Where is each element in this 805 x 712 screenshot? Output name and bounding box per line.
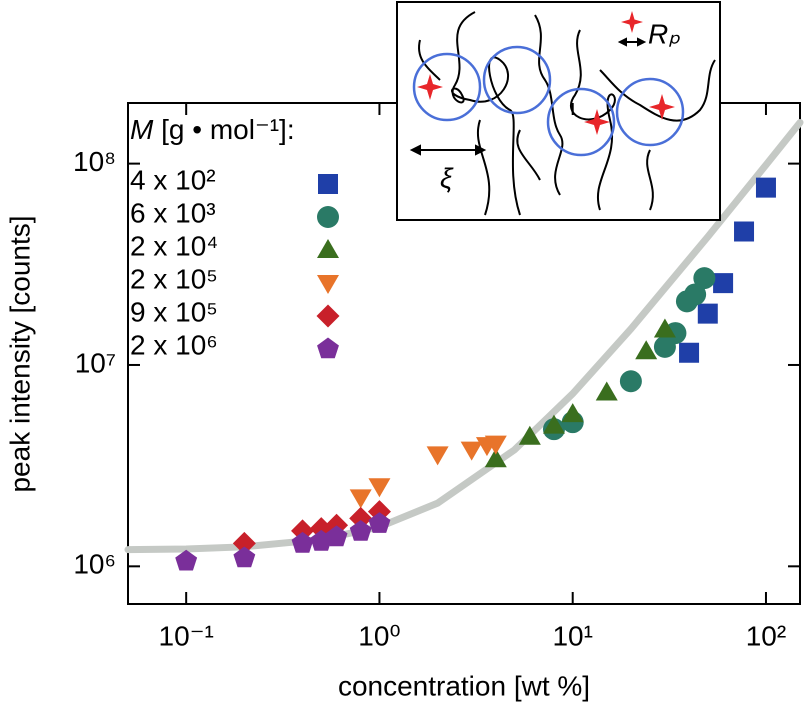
- data-point: [595, 381, 618, 401]
- legend-marker: [318, 174, 338, 194]
- data-point: [693, 267, 716, 290]
- data-point: [675, 290, 698, 313]
- data-point: [460, 441, 483, 461]
- arrows: [409, 37, 647, 156]
- arrow-heads: [409, 144, 487, 156]
- y-tick-label: 10⁸: [73, 146, 116, 177]
- legend-title: M [g • mol⁻¹]:: [130, 114, 295, 145]
- chain: [646, 149, 654, 211]
- probe-star: [649, 94, 675, 120]
- data-point: [368, 478, 391, 498]
- legend-label: 9 x 10⁵: [130, 296, 218, 327]
- chain: [599, 59, 716, 122]
- data-point: [561, 403, 584, 423]
- data-point: [426, 446, 449, 466]
- legend-marker: [317, 275, 339, 294]
- data-point: [310, 529, 333, 551]
- data-point: [679, 342, 700, 363]
- plot-area: [124, 119, 804, 571]
- probe-star: [417, 74, 443, 100]
- legend-label: 2 x 10⁵: [130, 263, 218, 294]
- x-tick-label: 10⁻¹: [159, 620, 214, 651]
- radius-label: Rₚ: [648, 18, 680, 49]
- data-point: [233, 546, 256, 568]
- probe-circle: [412, 52, 482, 122]
- legend-label: 2 x 10⁴: [130, 230, 218, 261]
- data-point: [713, 273, 734, 294]
- chain: [569, 29, 616, 211]
- polymer-chains: [418, 11, 716, 216]
- x-tick-label: 10²: [746, 620, 786, 651]
- chain: [477, 119, 491, 216]
- legend-marker: [317, 337, 339, 359]
- data-point: [734, 221, 755, 242]
- legend-marker: [317, 206, 339, 228]
- probe-circle: [482, 45, 552, 115]
- data-point: [175, 549, 198, 571]
- data-point: [349, 519, 372, 541]
- x-tick-label: 10¹: [552, 620, 592, 651]
- chain: [516, 129, 541, 181]
- mesh-size-label: ξ: [440, 162, 454, 193]
- data-point: [542, 414, 565, 434]
- data-point: [368, 512, 391, 533]
- legend-marker: [317, 239, 339, 258]
- y-tick-label: 10⁷: [75, 347, 116, 378]
- data-point: [484, 448, 507, 468]
- legend-label: 6 x 10³: [130, 197, 216, 228]
- legend-label: 2 x 10⁶: [130, 329, 218, 360]
- probe-star: [621, 11, 643, 33]
- data-point: [635, 340, 658, 360]
- chain: [451, 11, 521, 216]
- chain: [534, 14, 564, 196]
- inset-frame: [396, 1, 721, 221]
- y-axis-title: peak intensity [counts]: [4, 215, 35, 492]
- data-point: [367, 500, 391, 524]
- inset-diagram: Rₚ ξ: [396, 1, 721, 221]
- data-point: [232, 531, 256, 555]
- data-point: [518, 425, 541, 445]
- data-point: [349, 489, 372, 509]
- probe-circle: [546, 87, 616, 157]
- legend-label: 4 x 10²: [130, 164, 216, 195]
- data-point: [291, 531, 314, 553]
- legend-marker: [316, 304, 340, 328]
- x-axis-title: concentration [wt %]: [338, 670, 590, 701]
- data-point: [755, 177, 776, 198]
- arrow-heads: [617, 37, 647, 47]
- probe-stars: [417, 11, 675, 135]
- probe-circle: [615, 77, 685, 147]
- fit-curve: [124, 119, 804, 554]
- x-tick-label: 10⁰: [358, 620, 400, 651]
- probe-circles: [412, 45, 685, 157]
- data-point: [697, 303, 718, 324]
- data-point: [653, 318, 676, 338]
- data-point: [619, 370, 642, 393]
- probe-star: [584, 109, 610, 135]
- data-point: [653, 335, 676, 358]
- y-tick-label: 10⁶: [73, 549, 116, 580]
